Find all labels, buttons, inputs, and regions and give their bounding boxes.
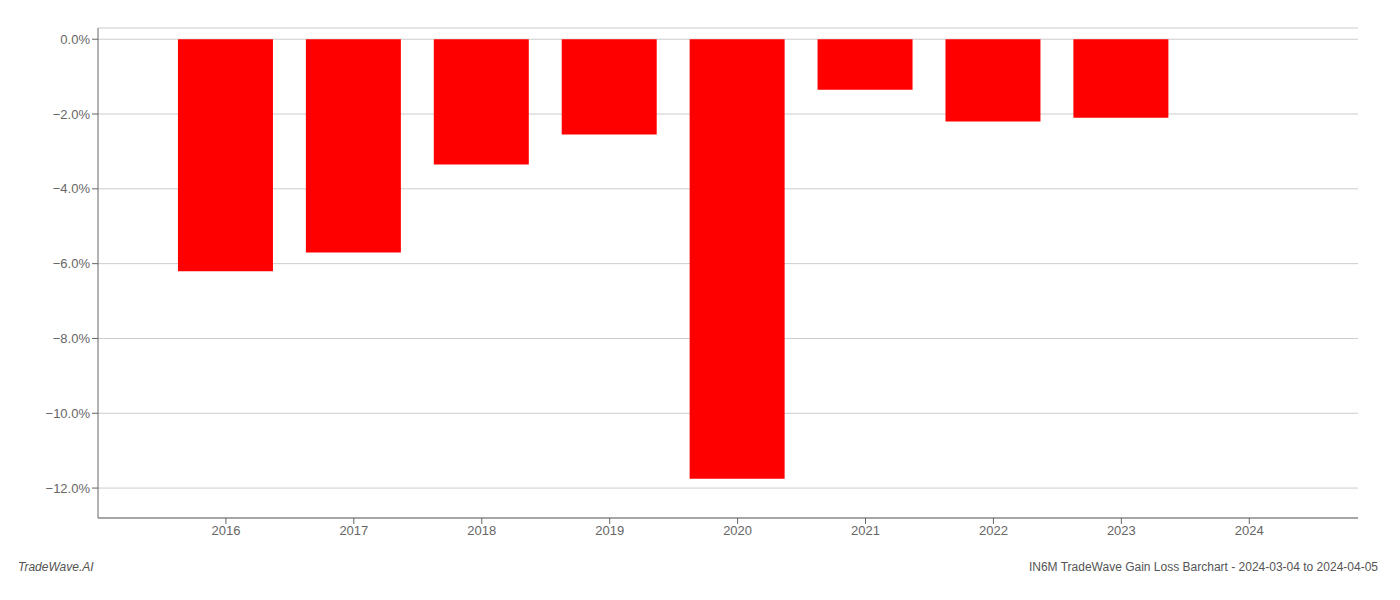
svg-text:−10.0%: −10.0% <box>46 406 91 421</box>
svg-text:−2.0%: −2.0% <box>53 107 91 122</box>
svg-text:2024: 2024 <box>1235 523 1264 538</box>
svg-text:2023: 2023 <box>1107 523 1136 538</box>
svg-text:2020: 2020 <box>723 523 752 538</box>
svg-text:2017: 2017 <box>339 523 368 538</box>
svg-text:2019: 2019 <box>595 523 624 538</box>
html-text:IN6M TradeWave Gain Loss Barch: IN6M TradeWave Gain Loss Barchart - 2024… <box>1028 560 1378 574</box>
svg-text:2018: 2018 <box>467 523 496 538</box>
svg-text:2022: 2022 <box>979 523 1008 538</box>
svg-text:0.0%: 0.0% <box>60 32 90 47</box>
svg-text:2021: 2021 <box>851 523 880 538</box>
svg-text:−4.0%: −4.0% <box>53 181 91 196</box>
svg-text:2016: 2016 <box>211 523 240 538</box>
svg-text:−8.0%: −8.0% <box>53 331 91 346</box>
html-text:TradeWave.AI: TradeWave.AI <box>18 560 94 574</box>
svg-text:−12.0%: −12.0% <box>46 481 91 496</box>
svg-text:−6.0%: −6.0% <box>53 256 91 271</box>
